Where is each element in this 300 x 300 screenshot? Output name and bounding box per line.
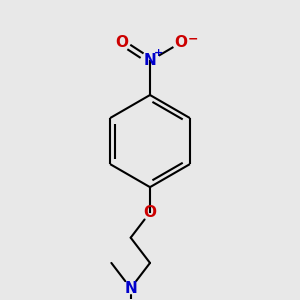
Text: N: N (124, 281, 137, 296)
Text: +: + (154, 48, 163, 59)
Text: N: N (144, 53, 156, 68)
Text: O: O (115, 35, 128, 50)
Text: O: O (175, 35, 188, 50)
Text: −: − (187, 32, 198, 45)
Text: O: O (143, 205, 157, 220)
